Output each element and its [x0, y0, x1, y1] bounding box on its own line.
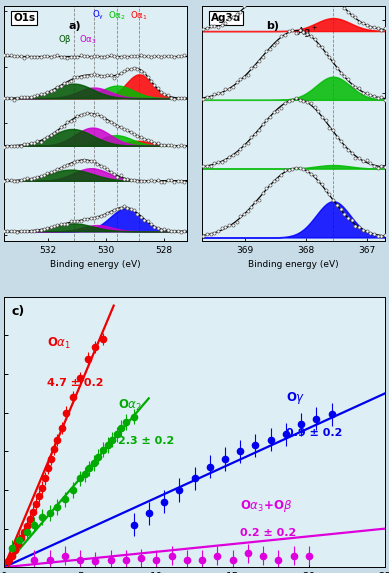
Text: $\rm O\alpha_1$: $\rm O\alpha_1$: [130, 10, 148, 22]
Text: $\rm O\alpha_2$: $\rm O\alpha_2$: [109, 10, 126, 22]
Text: $\rm O\alpha_3$: $\rm O\alpha_3$: [79, 33, 97, 45]
Text: 0.9 ± 0.2: 0.9 ± 0.2: [286, 428, 342, 438]
Text: O$\alpha_2$: O$\alpha_2$: [118, 398, 142, 413]
Text: 0.2 ± 0.2: 0.2 ± 0.2: [240, 528, 296, 539]
X-axis label: Binding energy (eV): Binding energy (eV): [248, 261, 339, 269]
Text: 4.7 ± 0.2: 4.7 ± 0.2: [47, 378, 103, 387]
Text: Ag3d: Ag3d: [211, 13, 241, 23]
Text: c): c): [12, 305, 25, 318]
Text: $\rm O\beta$: $\rm O\beta$: [58, 33, 72, 45]
Text: O$\alpha_1$: O$\alpha_1$: [47, 336, 71, 351]
Text: 2.3 ± 0.2: 2.3 ± 0.2: [118, 435, 175, 446]
Text: $\rm Ag^+$: $\rm Ag^+$: [297, 25, 318, 40]
Text: a): a): [68, 21, 81, 32]
Text: O$\alpha_3$+O$\beta$: O$\alpha_3$+O$\beta$: [240, 499, 293, 515]
X-axis label: Binding energy (eV): Binding energy (eV): [50, 261, 141, 269]
Text: b): b): [266, 21, 279, 32]
Text: O1s: O1s: [13, 13, 35, 23]
Text: O$\gamma$: O$\gamma$: [286, 390, 305, 406]
Text: $\rm O_\gamma$: $\rm O_\gamma$: [92, 9, 105, 22]
